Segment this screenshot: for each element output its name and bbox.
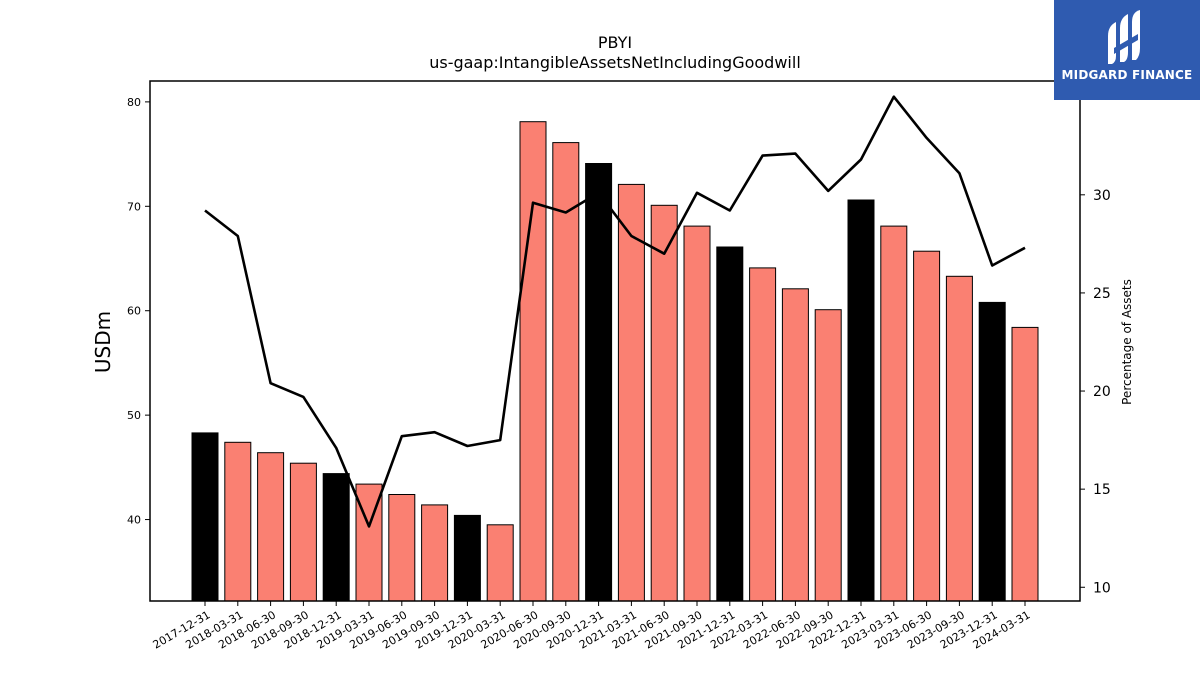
bars-group xyxy=(191,121,1039,602)
y2-tick-label: 20 xyxy=(1093,384,1111,400)
bar-2020-09-30 xyxy=(552,142,580,602)
bar-2020-03-31 xyxy=(486,524,514,602)
y2-axis-label: Percentage of Assets xyxy=(1120,279,1134,405)
y2-tick-label: 30 xyxy=(1093,188,1111,204)
bar-2022-09-30 xyxy=(814,309,842,602)
bar-2019-09-30 xyxy=(421,504,449,602)
bar-2018-03-31 xyxy=(224,441,252,602)
brand-logo-text: MIDGARD FINANCE xyxy=(1061,68,1193,82)
bar-2023-06-30 xyxy=(913,250,941,602)
chart-title: PBYI xyxy=(598,33,632,52)
bar-2023-12-31 xyxy=(978,301,1006,602)
bar-2021-03-31 xyxy=(617,183,645,602)
bar-2021-09-30 xyxy=(683,225,711,602)
y-tick-label: 50 xyxy=(127,409,141,422)
bar-2024-03-31 xyxy=(1011,326,1039,602)
bar-2023-09-30 xyxy=(945,275,973,602)
bar-2019-12-31 xyxy=(453,514,481,602)
bar-2020-06-30 xyxy=(519,121,547,602)
y2-tick-label: 15 xyxy=(1093,482,1111,498)
line-group xyxy=(204,95,1026,528)
y-axis-label: USDm xyxy=(91,311,115,373)
bar-2021-06-30 xyxy=(650,204,678,602)
bar-2018-09-30 xyxy=(289,462,317,602)
y-tick-label: 80 xyxy=(127,96,141,109)
bar-2023-03-31 xyxy=(880,225,908,602)
bar-2017-12-31 xyxy=(191,432,219,602)
chart-subtitle: us-gaap:IntangibleAssetsNetIncludingGood… xyxy=(429,53,801,72)
y-tick-label: 40 xyxy=(127,514,141,527)
bar-2022-06-30 xyxy=(781,288,809,602)
bar-2020-12-31 xyxy=(585,163,613,602)
midgard-logo-icon xyxy=(1108,10,1140,64)
y2-tick-label: 25 xyxy=(1093,286,1111,302)
y2-tick-label: 10 xyxy=(1093,580,1111,596)
percentage-line xyxy=(204,95,1026,528)
y-tick-label: 60 xyxy=(127,305,141,318)
bar-2019-06-30 xyxy=(388,494,416,602)
bar-2018-12-31 xyxy=(322,473,350,602)
brand-logo: MIDGARD FINANCE xyxy=(1054,0,1200,100)
bar-2021-12-31 xyxy=(716,246,744,602)
y-tick-label: 70 xyxy=(127,200,141,213)
bar-2018-06-30 xyxy=(257,452,285,602)
bar-2022-03-31 xyxy=(749,267,777,602)
bar-2022-12-31 xyxy=(847,199,875,602)
plot-frame xyxy=(149,80,1081,602)
